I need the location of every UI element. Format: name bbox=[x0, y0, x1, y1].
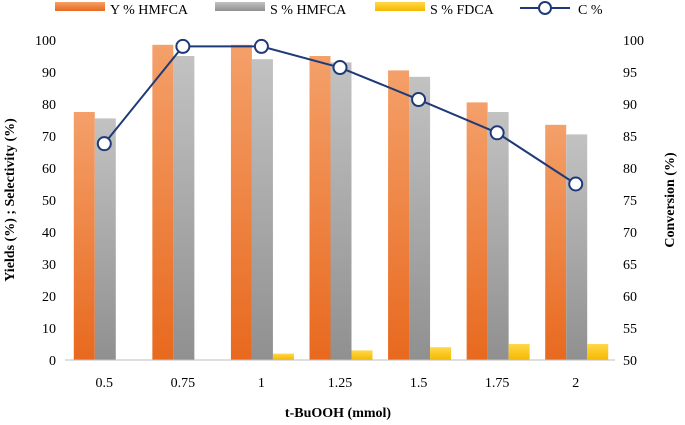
bar-s-fdca bbox=[430, 347, 452, 360]
bar-y-hmfca bbox=[73, 112, 95, 360]
legend-item-s-fdca[interactable]: S % FDCA bbox=[375, 2, 495, 18]
y-axis-left-ticks: 0 10 20 30 40 50 60 70 80 90 100 bbox=[35, 34, 56, 369]
y-right-tick-label: 85 bbox=[623, 130, 637, 145]
y-right-tick-label: 80 bbox=[623, 162, 637, 177]
legend-item-c[interactable]: C % bbox=[520, 1, 603, 18]
conversion-point bbox=[253, 38, 269, 54]
bar-s-hmfca bbox=[330, 62, 352, 361]
y-left-tick-label: 90 bbox=[42, 66, 56, 81]
bar-y-hmfca bbox=[309, 56, 331, 360]
legend-item-y-hmfca[interactable]: Y % HMFCA bbox=[55, 2, 189, 18]
legend-label-c: C % bbox=[578, 3, 603, 18]
legend-swatch-s-hmfca bbox=[215, 2, 265, 11]
x-tick-label: 1.25 bbox=[328, 376, 353, 391]
legend-swatch-s-fdca bbox=[375, 2, 425, 11]
bar-y-hmfca bbox=[230, 44, 252, 361]
x-tick-label: 1.5 bbox=[410, 376, 428, 391]
y-left-tick-label: 60 bbox=[42, 162, 56, 177]
y-axis-left-title: Yields (%) ; Selectivity (%) bbox=[3, 118, 18, 282]
y-left-tick-label: 0 bbox=[49, 354, 56, 369]
x-axis-title: t-BuOOH (mmol) bbox=[285, 406, 391, 421]
y-right-tick-label: 95 bbox=[623, 66, 637, 81]
bar-y-hmfca bbox=[466, 102, 488, 361]
bar-s-hmfca bbox=[566, 134, 588, 360]
y-right-tick-label: 50 bbox=[623, 354, 637, 369]
legend-swatch-y-hmfca bbox=[55, 2, 105, 11]
x-tick-label: 0.75 bbox=[171, 376, 196, 391]
y-left-tick-label: 100 bbox=[35, 34, 56, 49]
y-left-tick-label: 70 bbox=[42, 130, 56, 145]
bar-s-hmfca bbox=[487, 112, 509, 360]
y-right-tick-label: 60 bbox=[623, 290, 637, 305]
bar-s-fdca bbox=[351, 350, 373, 360]
legend: Y % HMFCA S % HMFCA S % FDCA C % bbox=[55, 1, 603, 18]
y-left-tick-label: 20 bbox=[42, 290, 56, 305]
bar-s-fdca bbox=[272, 353, 294, 360]
conversion-point bbox=[96, 136, 112, 152]
conversion-point bbox=[175, 38, 191, 54]
y-right-tick-label: 55 bbox=[623, 322, 637, 337]
bar-s-hmfca bbox=[94, 118, 116, 361]
bar-s-hmfca bbox=[409, 76, 431, 361]
y-left-tick-label: 80 bbox=[42, 98, 56, 113]
y-left-tick-label: 50 bbox=[42, 194, 56, 209]
legend-marker-c bbox=[538, 1, 552, 15]
x-tick-label: 2 bbox=[572, 376, 579, 391]
x-tick-label: 1 bbox=[258, 376, 265, 391]
bars bbox=[73, 44, 609, 361]
x-tick-label: 1.75 bbox=[485, 376, 510, 391]
y-right-tick-label: 75 bbox=[623, 194, 637, 209]
x-axis-ticks: 0.5 0.75 1 1.25 1.5 1.75 2 bbox=[96, 376, 580, 391]
conversion-point bbox=[411, 92, 427, 108]
legend-label-s-fdca: S % FDCA bbox=[430, 3, 495, 18]
legend-label-s-hmfca: S % HMFCA bbox=[270, 3, 347, 18]
y-left-tick-label: 10 bbox=[42, 322, 56, 337]
x-tick-label: 0.5 bbox=[96, 376, 114, 391]
bar-y-hmfca bbox=[152, 44, 174, 361]
y-right-tick-label: 70 bbox=[623, 226, 637, 241]
y-axis-right-title: Conversion (%) bbox=[663, 152, 678, 248]
y-axis-right-ticks: 50 55 60 65 70 75 80 85 90 95 100 bbox=[623, 34, 644, 369]
y-left-tick-label: 40 bbox=[42, 226, 56, 241]
bar-y-hmfca bbox=[388, 70, 410, 361]
bar-s-hmfca bbox=[251, 59, 273, 360]
y-right-tick-label: 100 bbox=[623, 34, 644, 49]
y-right-tick-label: 90 bbox=[623, 98, 637, 113]
bar-s-fdca bbox=[508, 344, 530, 360]
conversion-line-series bbox=[96, 38, 584, 192]
legend-item-s-hmfca[interactable]: S % HMFCA bbox=[215, 2, 347, 18]
conversion-point bbox=[332, 60, 348, 76]
legend-label-y-hmfca: Y % HMFCA bbox=[110, 3, 189, 18]
conversion-point bbox=[568, 176, 584, 192]
bar-s-hmfca bbox=[173, 56, 195, 360]
conversion-point bbox=[489, 125, 505, 141]
y-left-tick-label: 30 bbox=[42, 258, 56, 273]
bar-s-fdca bbox=[587, 344, 609, 360]
bar-y-hmfca bbox=[545, 124, 567, 360]
y-right-tick-label: 65 bbox=[623, 258, 637, 273]
